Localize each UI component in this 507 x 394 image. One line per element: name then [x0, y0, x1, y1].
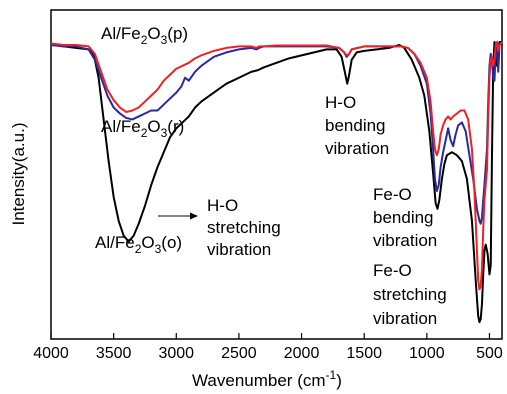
annotation-feo-bending-line2: bending [373, 208, 434, 227]
annotation-arrow-head [190, 212, 198, 220]
x-tick-label: 1000 [409, 345, 445, 362]
series-line-2 [50, 40, 503, 291]
x-tick-label: 3500 [96, 345, 132, 362]
annotation-feo-bending: Fe-O bending vibration [373, 185, 438, 250]
label-sample-p: Al/Fe2O3(p) [101, 24, 188, 47]
label-sample-r-sub1: 2 [141, 126, 148, 140]
annotation-feo-stretching-line3: vibration [373, 309, 437, 328]
x-tick-label: 1500 [346, 345, 382, 362]
label-sample-o-pre: Al/Fe [95, 233, 135, 252]
annotation-feo-bending-line3: vibration [373, 231, 437, 250]
label-sample-r-pre: Al/Fe [101, 117, 141, 136]
x-tick-label: 4000 [33, 345, 69, 362]
x-tick-label: 2000 [284, 345, 320, 362]
annotation-feo-stretching-line1: Fe-O [373, 261, 412, 280]
annotation-oh-stretching-line2: stretching [207, 218, 281, 237]
x-tick-label: 3000 [158, 345, 194, 362]
annotation-oh-bending-line1: H-O [325, 93, 356, 112]
plot-frame [50, 9, 503, 340]
annotation-feo-stretching-line2: stretching [373, 285, 447, 304]
label-sample-r: Al/Fe2O3(r) [101, 117, 184, 140]
label-sample-o-mid: O [141, 233, 154, 252]
annotation-oh-bending-line2: bending [325, 116, 386, 135]
label-sample-o-sub1: 2 [135, 242, 142, 256]
label-sample-p-sub2: 3 [161, 33, 168, 47]
x-axis-title: Wavenumber (cm-1) [192, 368, 342, 390]
x-axis-title-end: ) [336, 371, 342, 390]
annotation-feo-stretching: Fe-O stretching vibration [373, 261, 451, 328]
label-sample-o: Al/Fe2O3(o) [95, 233, 182, 256]
label-sample-r-post: (r) [167, 117, 184, 136]
label-sample-r-sub2: 3 [161, 126, 168, 140]
annotation-oh-bending-line3: vibration [325, 139, 389, 158]
annotation-oh-stretching: H-O stretching vibration [207, 196, 285, 259]
x-axis-title-main: Wavenumber (cm [192, 371, 326, 390]
label-sample-p-mid: O [147, 24, 160, 43]
label-sample-p-pre: Al/Fe [101, 24, 141, 43]
y-axis-title: Intensity(a.u.) [9, 123, 28, 226]
annotation-oh-stretching-line1: H-O [207, 196, 238, 215]
x-tick-label: 500 [476, 345, 503, 362]
label-sample-p-post: (p) [167, 24, 188, 43]
annotation-oh-stretching-line3: vibration [207, 240, 271, 259]
x-axis-ticks: 4000 3500 3000 2500 2000 1500 1000 500 [33, 333, 503, 362]
annotation-feo-bending-line1: Fe-O [373, 185, 412, 204]
label-sample-o-post: (o) [161, 233, 182, 252]
x-axis-title-sup: -1 [326, 368, 337, 382]
label-sample-o-sub2: 3 [155, 242, 162, 256]
label-sample-p-sub1: 2 [141, 33, 148, 47]
series-layer [50, 40, 503, 324]
x-tick-label: 2500 [221, 345, 257, 362]
series-line-0 [50, 40, 502, 324]
annotation-oh-bending: H-O bending vibration [325, 93, 390, 158]
label-sample-r-mid: O [147, 117, 160, 136]
